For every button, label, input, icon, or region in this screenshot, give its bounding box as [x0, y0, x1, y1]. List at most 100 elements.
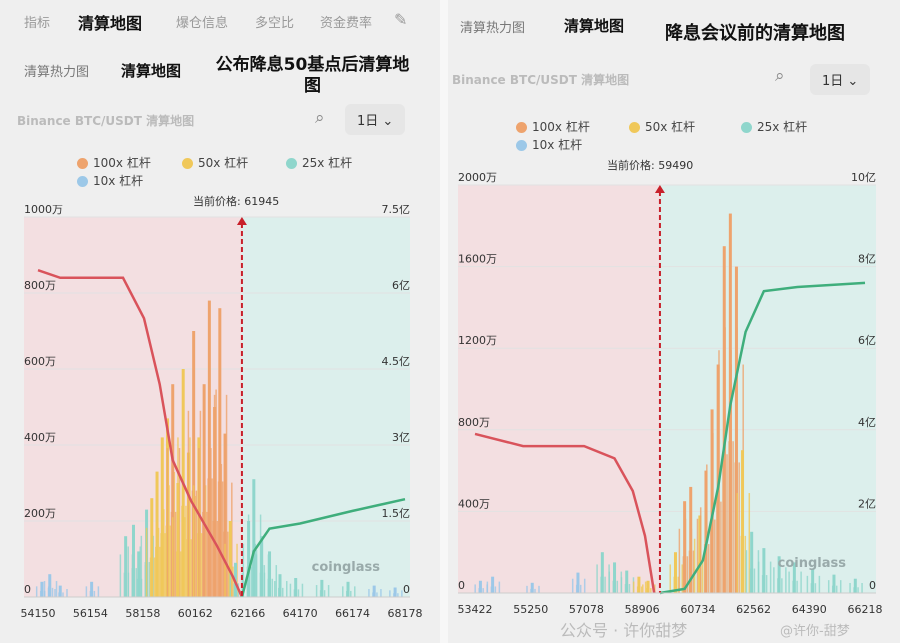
bar-100x	[223, 531, 225, 597]
x-tick-label: 58158	[125, 607, 160, 620]
bar-25x	[277, 587, 280, 597]
bar-10x	[368, 589, 370, 597]
subtab-liquidation-map[interactable]: 清算地图	[564, 17, 625, 35]
bar-50x	[637, 576, 641, 593]
bar-50x	[646, 580, 650, 593]
legend-50x[interactable]: 50x 杠杆	[629, 120, 695, 134]
y-right-tick-label: 2亿	[858, 497, 876, 510]
tab-liquidation-map[interactable]: 清算地图	[78, 14, 143, 33]
bar-50x	[744, 535, 747, 593]
current-price-label: 当前价格: 59490	[607, 159, 694, 172]
bar-100x	[210, 448, 212, 597]
bar-25x	[350, 590, 352, 597]
legend-label: 10x 杠杆	[532, 138, 583, 152]
bar-25x	[777, 578, 779, 593]
bar-100x	[203, 389, 205, 597]
bar-100x	[218, 308, 222, 597]
legend-label: 25x 杠杆	[757, 120, 808, 134]
bar-50x	[632, 581, 635, 593]
bar-10x	[89, 590, 92, 597]
legend-10x[interactable]: 10x 杠杆	[516, 138, 582, 152]
bar-100x	[174, 511, 177, 597]
bar-50x	[698, 515, 702, 593]
search-icon[interactable]: ⌕	[775, 66, 785, 86]
legend-dot	[629, 121, 640, 133]
y-left-tick-label: 1200万	[458, 334, 497, 347]
legend-25x[interactable]: 25x 杠杆	[741, 120, 807, 134]
liquidation-chart-right[interactable]: 0 400万 800万 1200万 1600万 2000万 0 2亿 4亿 6亿 8亿 10亿 5342…	[448, 170, 900, 620]
bar-25x	[136, 578, 139, 597]
bar-100x	[689, 486, 693, 593]
bar-25x	[785, 567, 787, 593]
bar-25x	[229, 573, 232, 597]
bar-10x	[576, 572, 580, 593]
bar-50x	[153, 557, 156, 597]
bar-100x	[683, 501, 687, 593]
bar-100x	[718, 350, 720, 593]
subtab-liquidation-map[interactable]: 清算地图	[121, 62, 182, 80]
bar-10x	[498, 581, 501, 593]
bar-100x	[195, 490, 198, 597]
bar-10x	[583, 578, 586, 593]
bar-25x	[625, 570, 629, 593]
bar-25x	[853, 587, 855, 593]
bar-50x	[161, 471, 164, 597]
bar-50x	[171, 517, 174, 597]
bar-25x	[293, 589, 296, 597]
liquidation-chart-left[interactable]: 0 200万 400万 600万 800万 1000万 0 1.5亿 3亿 4.5亿 6亿 7.5亿 5…	[0, 205, 440, 625]
legend-100x[interactable]: 100x 杠杆	[516, 120, 590, 134]
bar-25x	[132, 565, 135, 597]
bar-50x	[145, 527, 148, 597]
bar-50x	[190, 539, 192, 597]
bar-100x	[198, 448, 200, 597]
tab-indicators[interactable]: 指标	[24, 16, 51, 31]
tab-liquidation-info[interactable]: 爆仓信息	[176, 16, 229, 31]
x-tick-label: 64390	[792, 603, 827, 616]
short-zone	[458, 185, 660, 593]
subtab-heatmap[interactable]: 清算热力图	[24, 65, 90, 80]
bar-50x	[196, 533, 199, 597]
bar-10x	[93, 590, 96, 597]
tab-long-short-ratio[interactable]: 多空比	[255, 16, 295, 31]
legend-100x[interactable]: 100x 杠杆	[77, 156, 151, 170]
bar-25x	[769, 561, 772, 593]
legend-50x[interactable]: 50x 杠杆	[182, 156, 248, 170]
bar-50x	[697, 561, 700, 593]
x-tick-label: 60734	[680, 603, 715, 616]
edit-icon[interactable]: ✎	[394, 10, 408, 29]
bar-25x	[323, 590, 326, 597]
y-left-tick-label: 1600万	[458, 253, 497, 266]
bar-25x	[814, 583, 817, 593]
bar-50x	[701, 561, 704, 593]
bar-25x	[297, 589, 300, 597]
y-left-tick-label: 400万	[24, 431, 56, 444]
bar-25x	[835, 585, 838, 593]
range-select[interactable]: 1日 ⌄	[810, 64, 871, 95]
subtab-heatmap[interactable]: 清算热力图	[460, 21, 526, 36]
legend-25x[interactable]: 25x 杠杆	[286, 156, 352, 170]
bar-50x	[149, 557, 152, 597]
bar-100x	[734, 462, 736, 593]
bar-25x	[252, 479, 256, 597]
search-icon[interactable]: ⌕	[315, 108, 325, 128]
long-zone	[241, 217, 410, 597]
legend-dot	[741, 121, 752, 133]
bar-25x	[831, 585, 834, 593]
bar-25x	[761, 575, 764, 593]
legend-10x[interactable]: 10x 杠杆	[77, 174, 143, 188]
tab-funding-rate[interactable]: 资金费率	[320, 16, 373, 31]
range-select[interactable]: 1日 ⌄	[345, 104, 406, 135]
bar-25x	[839, 580, 842, 593]
bar-50x	[192, 485, 195, 597]
bar-100x	[206, 511, 208, 597]
y-right-tick-label: 8亿	[858, 253, 876, 266]
bar-50x	[748, 493, 751, 593]
watermark-handle: @许你-甜梦	[780, 624, 850, 639]
bar-25x	[137, 551, 141, 597]
bar-100x	[738, 462, 740, 593]
chevron-down-icon: ⌄	[382, 114, 394, 129]
coinglass-watermark: coinglass	[312, 560, 381, 575]
bar-25x	[278, 574, 282, 597]
current-price-label: 当前价格: 61945	[193, 195, 280, 208]
bar-10x	[490, 586, 493, 593]
